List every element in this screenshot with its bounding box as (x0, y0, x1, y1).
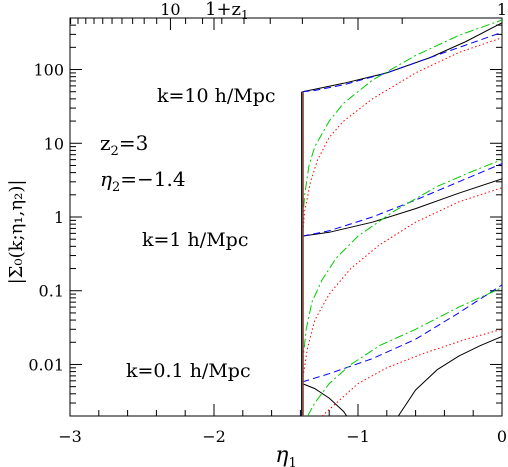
data-curves (301, 19, 502, 416)
x-axis-title: η1 (275, 443, 296, 467)
series-line (302, 383, 369, 416)
x-tick-label: −1 (346, 427, 370, 446)
series-line (301, 159, 502, 365)
x-tick-label: 0 (497, 427, 507, 446)
group-label-k01: k=0.1 h/Mpc (126, 360, 251, 382)
y-tick-label: 100 (33, 61, 64, 80)
top-axis-title: 1+z1 (205, 0, 249, 22)
z2-annotation: z2=3 (100, 131, 148, 159)
axis-ticks: −3 −2 −1 0 0.01 0.1 1 10 100 10 1 (28, 0, 507, 446)
y-tick-label: 0.01 (28, 355, 64, 374)
y-tick-label: 10 (44, 134, 64, 153)
series-line (302, 31, 502, 93)
series-line (302, 163, 502, 237)
y-tick-label: 1 (54, 208, 64, 227)
series-line (301, 19, 502, 225)
series-line (302, 178, 502, 237)
y-axis-title: |Σ₀(k;η₁,η₂)| (6, 180, 27, 285)
series-line (301, 187, 502, 381)
top-tick-label: 10 (160, 0, 180, 19)
x-tick-label: −2 (202, 427, 226, 446)
plot-frame (69, 17, 503, 417)
group-label-k1: k=1 h/Mpc (142, 229, 248, 251)
series-line (302, 22, 502, 93)
series-line (301, 37, 502, 240)
eta2-annotation: η2=−1.4 (100, 167, 186, 195)
series-line (321, 328, 502, 416)
series-line (397, 335, 502, 416)
y-tick-label: 0.1 (39, 282, 64, 301)
x-tick-label: −3 (58, 427, 82, 446)
axis-labels: η1 1+z1 |Σ₀(k;η₁,η₂)| z2=3 η2=−1.4 k=10 … (6, 0, 297, 467)
series-line (307, 287, 502, 416)
series-line (302, 284, 502, 383)
group-label-k10: k=10 h/Mpc (157, 85, 276, 107)
top-tick-label: 1 (497, 0, 507, 19)
